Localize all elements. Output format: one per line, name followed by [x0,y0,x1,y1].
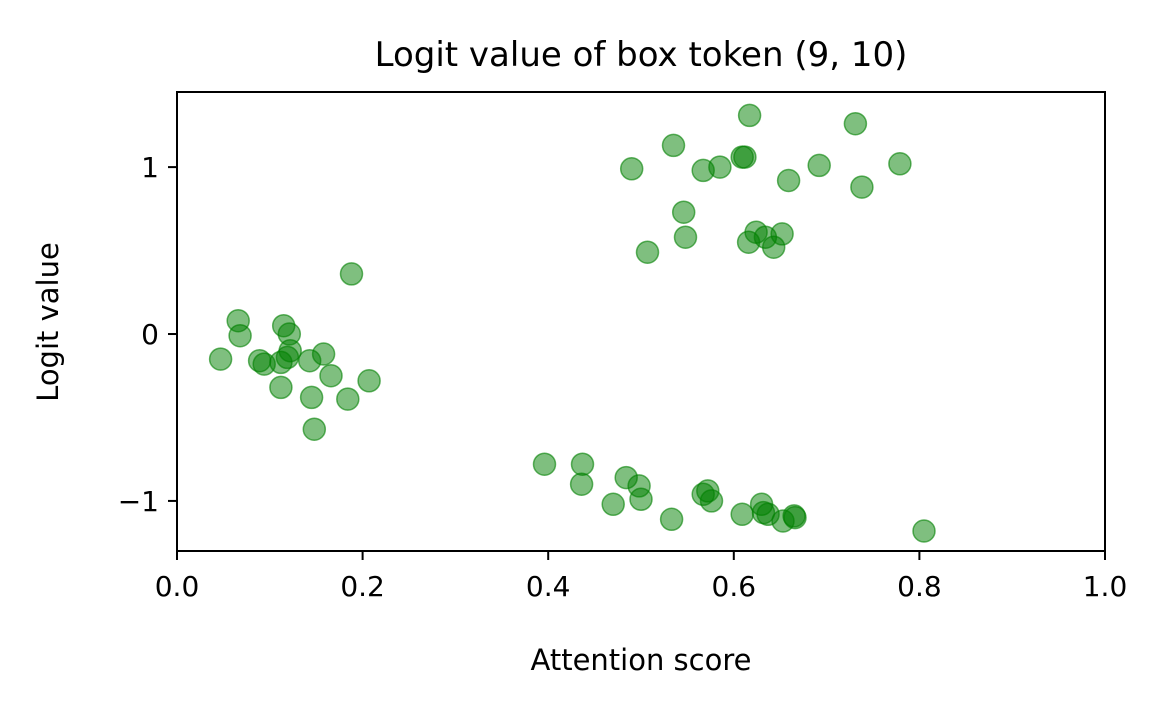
data-point [783,505,807,530]
x-axis-label: Attention score [531,643,752,677]
x-tick-label: 0.6 [712,570,757,603]
data-point [269,375,293,400]
x-tick-label: 0.0 [155,570,200,603]
y-tick-label: 1 [141,151,159,184]
data-point [730,502,754,527]
data-point [275,345,300,370]
x-tick-label: 0.8 [897,570,942,603]
data-point [601,492,625,517]
data-point [661,133,686,158]
data-point [736,230,761,254]
data-point [761,235,786,259]
data-point [699,489,724,513]
data-point [570,452,595,476]
data-points [208,103,936,543]
y-tick-label: −1 [118,485,159,518]
data-point [737,103,762,128]
data-point [673,225,698,249]
data-point [912,519,936,543]
data-point [299,385,324,410]
data-point [635,240,660,264]
y-axis-label: Logit value [31,242,65,402]
data-point [850,175,874,199]
data-point [733,145,757,169]
y-axis-ticks: 1 0 −1 [118,151,177,518]
data-point [776,168,801,193]
data-point [357,369,381,393]
y-tick-label: 0 [141,318,159,351]
x-axis-ticks: 0.0 0.2 0.4 0.6 0.8 1.0 [155,551,1128,603]
x-tick-label: 0.2 [340,570,385,603]
data-point [888,152,912,176]
data-point [619,157,644,181]
data-point [708,155,732,179]
data-point [302,417,327,441]
data-point [336,387,360,411]
data-point [319,363,343,388]
data-point [297,348,322,373]
chart-title: Logit value of box token (9, 10) [375,35,908,75]
x-tick-label: 0.4 [526,570,571,603]
data-point [807,153,831,178]
x-tick-label: 1.0 [1083,570,1128,603]
data-point [671,200,696,224]
data-point [208,347,233,371]
data-point [228,323,252,348]
data-point [339,262,364,286]
data-point [569,472,594,496]
data-point [532,452,557,476]
data-point [659,507,684,532]
data-point [629,487,653,512]
data-point [843,111,868,136]
plot-frame [176,91,1106,552]
